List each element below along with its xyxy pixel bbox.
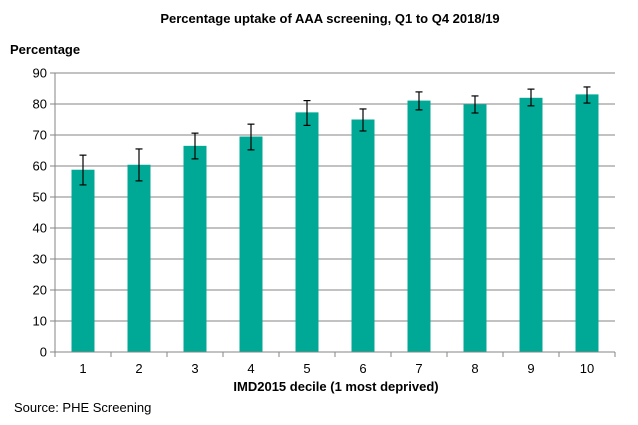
y-tick-label: 10 bbox=[33, 314, 47, 329]
x-tick-label: 1 bbox=[79, 361, 86, 376]
y-tick-label: 50 bbox=[33, 190, 47, 205]
y-tick-label: 70 bbox=[33, 128, 47, 143]
x-tick-label: 2 bbox=[135, 361, 142, 376]
bar bbox=[295, 112, 319, 353]
bar bbox=[127, 164, 151, 352]
x-tick-label: 3 bbox=[191, 361, 198, 376]
x-tick-labels: 1 2 3 4 5 6 7 8 9 10 bbox=[54, 352, 616, 376]
bar bbox=[519, 97, 543, 352]
source-note: Source: PHE Screening bbox=[14, 400, 151, 415]
bar bbox=[575, 94, 599, 352]
bar bbox=[183, 145, 207, 352]
y-axis-label: Percentage bbox=[10, 42, 80, 57]
x-tick-label: 7 bbox=[415, 361, 422, 376]
y-tick-label: 20 bbox=[33, 283, 47, 298]
x-tick-label: 4 bbox=[247, 361, 254, 376]
y-tick-label: 90 bbox=[33, 66, 47, 81]
y-tick-label: 40 bbox=[33, 221, 47, 236]
bar bbox=[407, 100, 431, 352]
x-tick-label: 6 bbox=[359, 361, 366, 376]
y-tick-label: 60 bbox=[33, 159, 47, 174]
x-tick-label: 9 bbox=[527, 361, 534, 376]
chart-title: Percentage uptake of AAA screening, Q1 t… bbox=[160, 11, 499, 26]
x-tick-label: 10 bbox=[580, 361, 594, 376]
x-tick-label: 8 bbox=[471, 361, 478, 376]
error-bars bbox=[79, 86, 591, 186]
y-tick-label: 30 bbox=[33, 252, 47, 267]
x-tick-label: 5 bbox=[303, 361, 310, 376]
y-tick-label: 0 bbox=[40, 345, 47, 360]
bar bbox=[463, 104, 487, 352]
y-tick-label: 80 bbox=[33, 97, 47, 112]
bar bbox=[71, 169, 95, 352]
bars bbox=[71, 94, 599, 353]
x-axis-label: IMD2015 decile (1 most deprived) bbox=[233, 379, 438, 394]
bar bbox=[239, 136, 263, 352]
y-tick-labels: 0 10 20 30 40 50 60 70 80 90 bbox=[33, 66, 47, 360]
bar bbox=[351, 119, 375, 352]
